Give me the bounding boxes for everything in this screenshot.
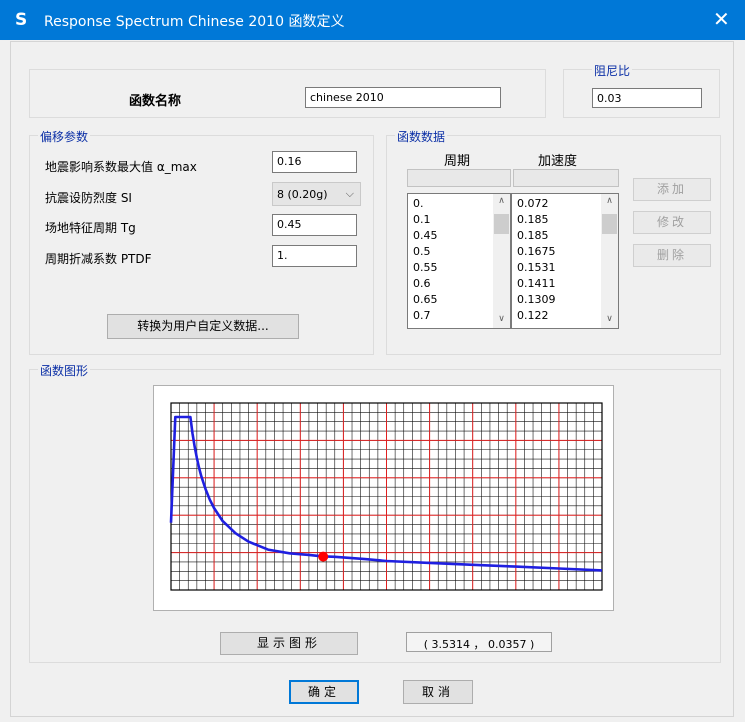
- ptdf-input[interactable]: 1.: [272, 245, 357, 267]
- tg-label: 场地特征周期 Tg: [45, 221, 136, 235]
- list-item[interactable]: 0.6: [413, 277, 431, 290]
- dialog-frame: [10, 41, 734, 717]
- ok-button[interactable]: 确定: [289, 680, 359, 704]
- list-item[interactable]: 0.1675: [517, 245, 556, 258]
- params-legend: 偏移参数: [38, 128, 91, 145]
- spectrum-curve: [169, 415, 603, 572]
- coordinate-readout: ( 3.5314 ， 0.0357 ): [406, 632, 552, 652]
- scroll-down-icon[interactable]: ∨: [498, 314, 505, 324]
- list-item[interactable]: 0.: [413, 197, 424, 210]
- graph-legend: 函数图形: [38, 362, 91, 379]
- graph-group: [29, 369, 721, 663]
- alpha-max-input[interactable]: 0.16: [272, 151, 357, 173]
- list-item[interactable]: 0.5: [413, 245, 431, 258]
- list-item[interactable]: 0.072: [517, 197, 549, 210]
- damping-legend: 阻尼比: [592, 62, 633, 79]
- list-item[interactable]: 0.1: [413, 213, 431, 226]
- period-entry-field[interactable]: [407, 169, 511, 187]
- list-item[interactable]: 0.1411: [517, 277, 556, 290]
- damping-group: [563, 69, 720, 118]
- show-graph-button[interactable]: 显示图形: [220, 632, 358, 655]
- params-group: [29, 135, 374, 355]
- window-title: Response Spectrum Chinese 2010 函数定义: [44, 14, 345, 30]
- scroll-up-icon[interactable]: ∧: [606, 196, 613, 206]
- ptdf-label: 周期折减系数 PTDF: [45, 252, 152, 266]
- list-item[interactable]: 0.65: [413, 293, 438, 306]
- list-item[interactable]: 0.122: [517, 309, 549, 322]
- si-select-value: 8 (0.20g): [277, 188, 328, 201]
- accel-list[interactable]: 0.072 0.185 0.185 0.1675 0.1531 0.1411 0.1309 0…: [511, 193, 619, 329]
- function-data-group: [386, 135, 721, 355]
- list-item[interactable]: 0.55: [413, 261, 438, 274]
- scroll-up-icon[interactable]: ∧: [498, 196, 505, 206]
- list-item[interactable]: 0.7: [413, 309, 431, 322]
- convert-user-data-button[interactable]: 转换为用户自定义数据...: [107, 314, 299, 339]
- list-item[interactable]: 0.185: [517, 229, 549, 242]
- chevron-down-icon: ⌵: [345, 187, 354, 200]
- damping-input[interactable]: 0.03: [592, 88, 702, 108]
- period-list-scrollbar[interactable]: ∧ ∨: [493, 194, 510, 328]
- function-name-input[interactable]: chinese 2010: [305, 87, 501, 108]
- cancel-button[interactable]: 取消: [403, 680, 473, 704]
- scroll-thumb[interactable]: [602, 214, 617, 234]
- list-item[interactable]: 0.1531: [517, 261, 556, 274]
- close-icon[interactable]: ✕: [713, 7, 730, 31]
- app-icon: S: [15, 10, 28, 30]
- si-select[interactable]: 8 (0.20g) ⌵: [272, 182, 361, 206]
- accel-column-header: 加速度: [538, 154, 578, 169]
- add-button[interactable]: 添加: [633, 178, 711, 201]
- scroll-down-icon[interactable]: ∨: [606, 314, 613, 324]
- cursor-marker: [318, 551, 329, 562]
- function-name-group: [29, 69, 546, 118]
- function-data-legend: 函数数据: [395, 128, 448, 145]
- tg-input[interactable]: 0.45: [272, 214, 357, 236]
- scroll-thumb[interactable]: [494, 214, 509, 234]
- modify-button[interactable]: 修改: [633, 211, 711, 234]
- alpha-max-label: 地震影响系数最大值 α_max: [45, 160, 197, 174]
- chart-panel[interactable]: [153, 385, 614, 611]
- list-item[interactable]: 0.185: [517, 213, 549, 226]
- accel-list-scrollbar[interactable]: ∧ ∨: [601, 194, 618, 328]
- title-bar: S Response Spectrum Chinese 2010 函数定义 ✕: [0, 0, 745, 40]
- list-item[interactable]: 0.1309: [517, 293, 556, 306]
- list-item[interactable]: 0.45: [413, 229, 438, 242]
- function-name-label: 函数名称: [129, 94, 182, 109]
- period-column-header: 周期: [444, 154, 471, 169]
- response-spectrum-chart[interactable]: [154, 386, 613, 610]
- accel-entry-field[interactable]: [513, 169, 619, 187]
- period-list[interactable]: 0. 0.1 0.45 0.5 0.55 0.6 0.65 0.7 ∧ ∨: [407, 193, 511, 329]
- si-label: 抗震设防烈度 SI: [45, 191, 132, 205]
- delete-button[interactable]: 删除: [633, 244, 711, 267]
